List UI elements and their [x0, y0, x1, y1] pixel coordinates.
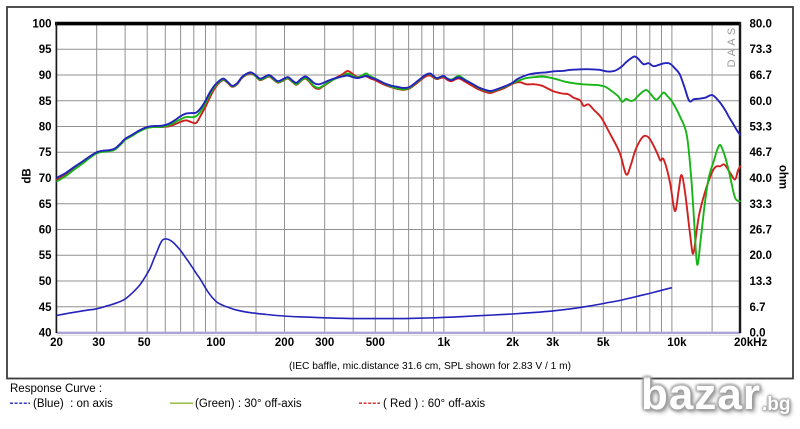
svg-text:(Green) : 30° off-axis: (Green) : 30° off-axis	[195, 398, 302, 410]
svg-text:60: 60	[39, 225, 52, 237]
svg-text:85: 85	[39, 96, 52, 108]
svg-text:75: 75	[39, 147, 52, 159]
svg-text:(IEC baffle, mic.distance 31.6: (IEC baffle, mic.distance 31.6 cm, SPL s…	[289, 361, 571, 372]
svg-text:300: 300	[315, 337, 334, 349]
svg-text:26.7: 26.7	[750, 225, 772, 237]
svg-text:80.0: 80.0	[750, 19, 772, 31]
svg-text:45: 45	[39, 302, 52, 314]
svg-text:13.3: 13.3	[750, 276, 772, 288]
svg-text:bazar: bazar	[641, 370, 761, 419]
svg-text:40.0: 40.0	[750, 173, 772, 185]
svg-text:ohm: ohm	[777, 165, 789, 189]
svg-text:95: 95	[39, 44, 52, 56]
svg-text:( Red ) : 60° off-axis: ( Red ) : 60° off-axis	[383, 398, 485, 410]
svg-text:73.3: 73.3	[750, 44, 772, 56]
svg-text:5k: 5k	[597, 337, 610, 349]
svg-text:DAAS: DAAS	[726, 25, 738, 68]
svg-text:3k: 3k	[546, 337, 559, 349]
svg-text:(Blue) : on axis: (Blue) : on axis	[33, 398, 113, 410]
svg-text:1k: 1k	[438, 337, 451, 349]
svg-text:500: 500	[366, 337, 385, 349]
svg-text:10k: 10k	[667, 337, 687, 349]
svg-text:70: 70	[39, 173, 52, 185]
svg-text:46.7: 46.7	[750, 147, 772, 159]
svg-text:6.7: 6.7	[750, 302, 766, 314]
svg-text:33.3: 33.3	[750, 199, 772, 211]
svg-text:0.0: 0.0	[750, 328, 766, 340]
svg-text:55: 55	[39, 250, 52, 262]
svg-text:Response Curve :: Response Curve :	[10, 383, 102, 395]
svg-text:200: 200	[275, 337, 294, 349]
svg-text:20: 20	[50, 337, 63, 349]
svg-text:80: 80	[39, 122, 52, 134]
svg-text:50: 50	[39, 276, 52, 288]
svg-text:40: 40	[39, 328, 52, 340]
svg-text:90: 90	[39, 70, 52, 82]
svg-text:66.7: 66.7	[750, 70, 772, 82]
svg-text:dB: dB	[22, 168, 34, 183]
svg-text:65: 65	[39, 199, 52, 211]
svg-text:100: 100	[32, 19, 51, 31]
svg-text:20kHz: 20kHz	[734, 337, 767, 349]
svg-text:50: 50	[138, 337, 151, 349]
svg-text:2k: 2k	[506, 337, 519, 349]
svg-text:30: 30	[92, 337, 105, 349]
svg-text:53.3: 53.3	[750, 122, 772, 134]
svg-text:100: 100	[206, 337, 225, 349]
svg-text:60.0: 60.0	[750, 96, 772, 108]
svg-text:20.0: 20.0	[750, 250, 772, 262]
svg-text:.bg: .bg	[762, 394, 791, 415]
